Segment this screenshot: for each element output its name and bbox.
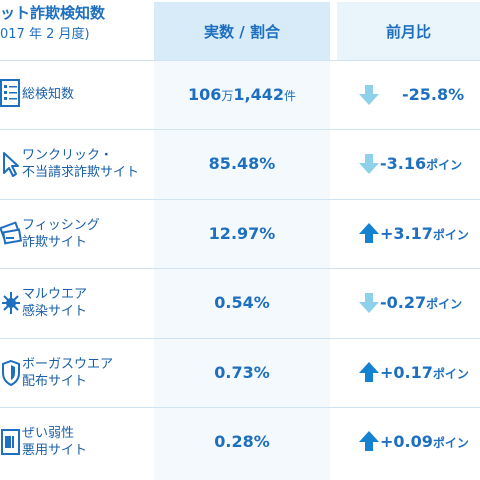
- vulnerable-page-icon: [1, 429, 20, 455]
- row-divider: [0, 338, 480, 339]
- row-label: 不当請求詐欺サイト: [22, 165, 140, 180]
- table-subtitle: 017 年 2 月度): [0, 27, 90, 42]
- row-change: -3.16ポイン: [380, 154, 463, 173]
- row-value: 0.73%: [214, 363, 270, 382]
- row-change: +0.17ポイン: [380, 363, 469, 382]
- row-value: 12.97%: [208, 224, 276, 243]
- row-value: 0.54%: [214, 293, 270, 312]
- row-label: ワンクリック・: [22, 148, 113, 163]
- down-arrow-icon: [359, 154, 379, 174]
- value-column-header: 実数 / 割合: [154, 2, 330, 60]
- row-change: -0.27ポイン: [380, 293, 463, 312]
- shield-icon: [2, 359, 20, 387]
- row-value: 106万1,442件: [187, 85, 297, 104]
- row-divider: [0, 407, 480, 408]
- row-label: 感染サイト: [22, 304, 88, 319]
- row-label: 悪用サイト: [22, 443, 88, 458]
- row-divider: [0, 268, 480, 269]
- credit-card-icon: [0, 221, 22, 245]
- row-label: ボーガスウエア: [22, 357, 114, 372]
- row-divider: [0, 60, 480, 61]
- row-label: 総検知数: [22, 87, 75, 102]
- row-label: マルウエア: [22, 287, 88, 302]
- row-value: 85.48%: [208, 154, 276, 173]
- row-label: 配布サイト: [22, 374, 88, 389]
- up-arrow-icon: [359, 362, 379, 382]
- up-arrow-icon: [359, 223, 379, 243]
- row-label: フィッシング: [22, 218, 100, 233]
- document-list-icon: [0, 79, 20, 107]
- row-change: -25.8%: [402, 85, 465, 104]
- up-arrow-icon: [359, 431, 379, 451]
- click-icon: [3, 152, 19, 177]
- compare-column-header: 前月比: [337, 2, 480, 60]
- row-label: ぜい弱性: [22, 426, 75, 441]
- down-arrow-icon: [359, 85, 379, 105]
- table-title: ット詐欺検知数: [0, 4, 106, 22]
- down-arrow-icon: [359, 293, 379, 313]
- row-value: 0.28%: [214, 432, 270, 451]
- bug-icon: [2, 292, 20, 314]
- row-change: +3.17ポイン: [380, 224, 469, 243]
- row-divider: [0, 199, 480, 200]
- value-column-background: [154, 60, 330, 480]
- row-label: 詐欺サイト: [22, 235, 88, 250]
- row-change: +0.09ポイン: [380, 432, 469, 451]
- compare-column-background: [337, 60, 480, 480]
- row-divider: [0, 129, 480, 130]
